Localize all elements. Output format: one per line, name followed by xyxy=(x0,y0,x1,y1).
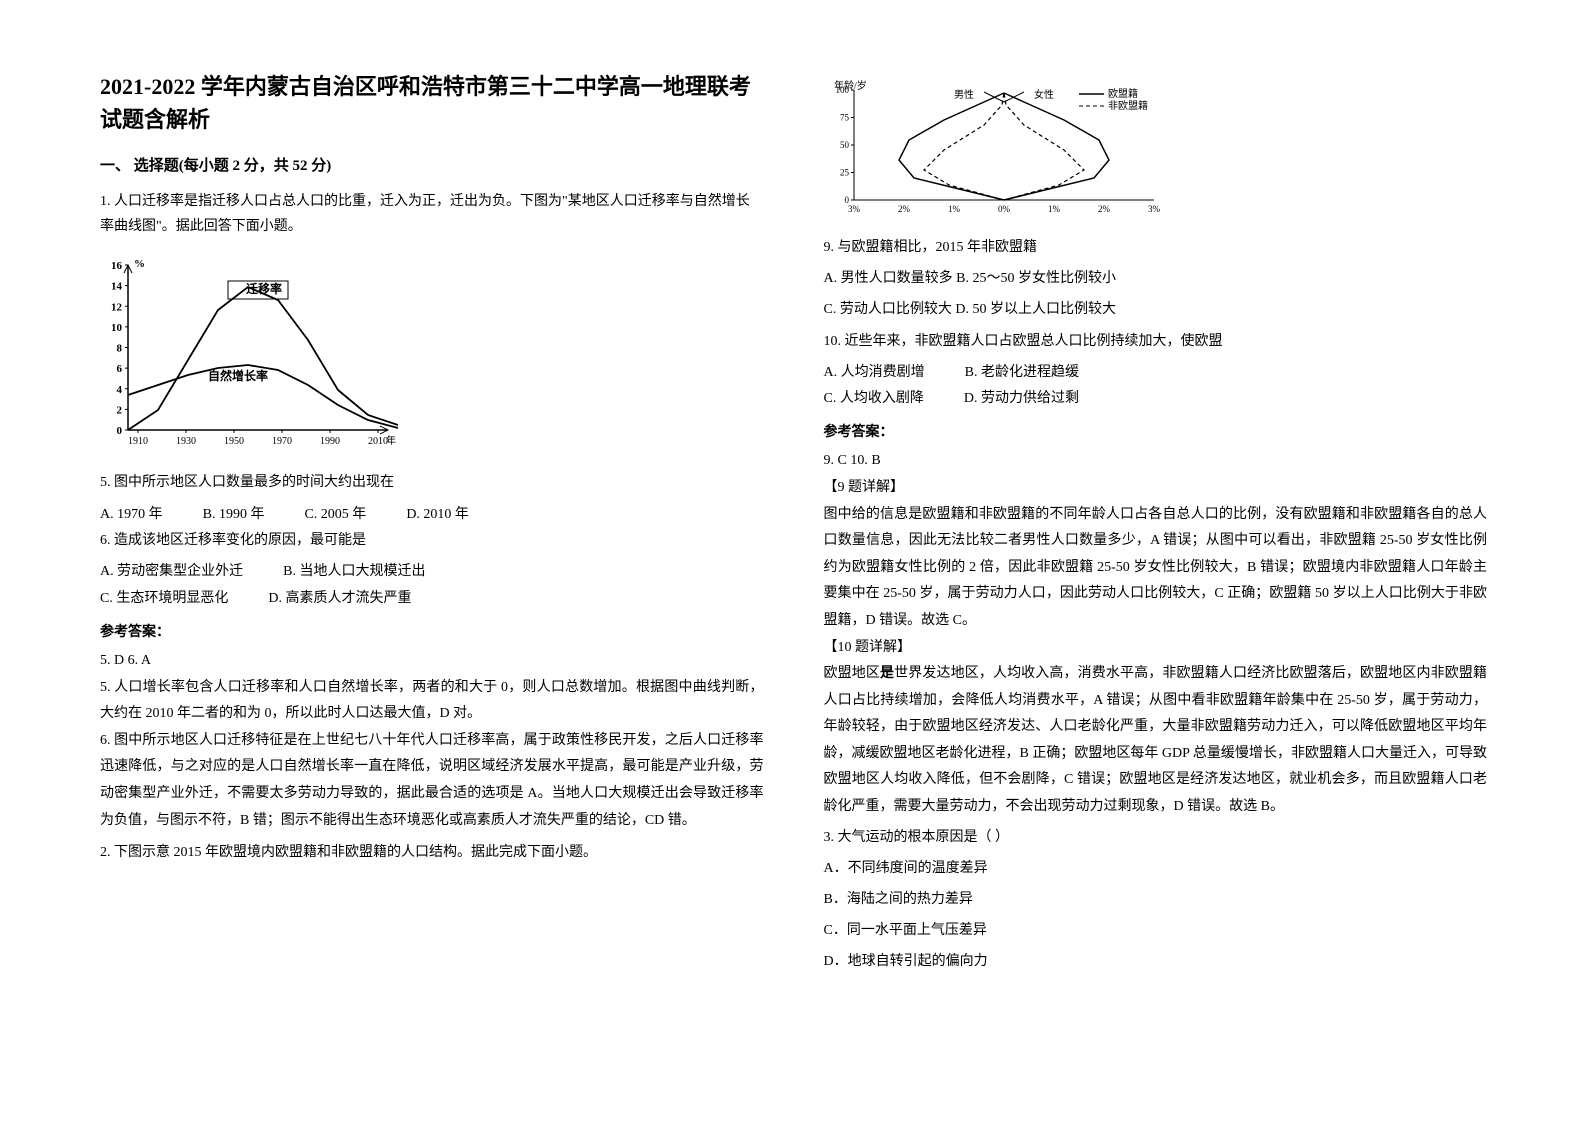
exp10-header: 【10 题详解】 xyxy=(824,635,1488,662)
svg-text:2%: 2% xyxy=(898,204,911,214)
svg-text:年: 年 xyxy=(386,434,396,447)
section-header: 一、 选择题(每小题 2 分，共 52 分) xyxy=(100,154,764,175)
q3-opt-b: B．海陆之间的热力差异 xyxy=(824,887,1488,912)
svg-text:2010: 2010 xyxy=(368,436,388,447)
svg-text:自然增长率: 自然增长率 xyxy=(208,368,268,383)
svg-text:1970: 1970 xyxy=(272,436,292,447)
q6-stem: 6. 造成该地区迁移率变化的原因，最可能是 xyxy=(100,528,764,553)
q5-opt-a: A. 1970 年 xyxy=(100,502,163,529)
svg-text:女性: 女性 xyxy=(1034,88,1054,101)
answer-label-1: 参考答案： xyxy=(100,621,764,641)
svg-text:1%: 1% xyxy=(948,204,961,214)
svg-text:4: 4 xyxy=(117,384,123,396)
answer-56: 5. D 6. A xyxy=(100,647,764,675)
svg-text:16: 16 xyxy=(111,260,123,272)
q10-opt-b: B. 老龄化进程趋缓 xyxy=(965,360,1079,387)
q3-stem: 3. 大气运动的根本原因是（ ） xyxy=(824,825,1488,850)
svg-text:1%: 1% xyxy=(1048,204,1061,214)
svg-text:欧盟籍: 欧盟籍 xyxy=(1108,87,1138,100)
exp10-bold: 是 xyxy=(880,666,894,681)
svg-text:1990: 1990 xyxy=(320,436,340,447)
q5-opt-c: C. 2005 年 xyxy=(304,502,366,529)
svg-text:非欧盟籍: 非欧盟籍 xyxy=(1108,99,1148,112)
q5-stem: 5. 图中所示地区人口数量最多的时间大约出现在 xyxy=(100,470,764,495)
svg-text:1950: 1950 xyxy=(224,436,244,447)
svg-text:迁移率: 迁移率 xyxy=(246,281,282,296)
q5-options: A. 1970 年 B. 1990 年 C. 2005 年 D. 2010 年 xyxy=(100,502,764,529)
answer-label-2: 参考答案： xyxy=(824,421,1488,441)
svg-text:1910: 1910 xyxy=(128,436,148,447)
svg-text:14: 14 xyxy=(111,281,123,293)
svg-text:3%: 3% xyxy=(848,204,861,214)
q10-options-row1: A. 人均消费剧增 B. 老龄化进程趋缓 xyxy=(824,360,1488,387)
svg-text:2%: 2% xyxy=(1098,204,1111,214)
q9-options-row2: C. 劳动人口比例较大 D. 50 岁以上人口比例较大 xyxy=(824,297,1488,322)
svg-text:50: 50 xyxy=(840,140,850,150)
svg-text:年龄/岁: 年龄/岁 xyxy=(834,80,867,92)
migration-chart: 0 2 4 6 8 10 12 14 16% 1910 1930 1950 1970 1990 2010年 迁… xyxy=(100,255,764,460)
q10-stem: 10. 近些年来，非欧盟籍人口占欧盟总人口比例持续加大，使欧盟 xyxy=(824,329,1488,354)
q9-stem: 9. 与欧盟籍相比，2015 年非欧盟籍 xyxy=(824,235,1488,260)
svg-text:3%: 3% xyxy=(1148,204,1161,214)
q10-opt-a: A. 人均消费剧增 xyxy=(824,360,925,387)
q10-options-row2: C. 人均收入剧降 D. 劳动力供给过剩 xyxy=(824,386,1488,413)
q6-opt-b: B. 当地人口大规模迁出 xyxy=(283,559,425,586)
eu-population-chart-svg: 0255075100年龄/岁3%2%1%0%1%2%3%男性女性欧盟籍非欧盟籍 xyxy=(824,80,1164,220)
svg-text:25: 25 xyxy=(840,168,850,178)
document-title: 2021-2022 学年内蒙古自治区呼和浩特市第三十二中学高一地理联考试题含解析 xyxy=(100,70,764,136)
q6-options-row1: A. 劳动密集型企业外迁 B. 当地人口大规模迁出 xyxy=(100,559,764,586)
left-column: 2021-2022 学年内蒙古自治区呼和浩特市第三十二中学高一地理联考试题含解析… xyxy=(100,70,764,1082)
q3-opt-d: D．地球自转引起的偏向力 xyxy=(824,949,1488,974)
explanation-10: 欧盟地区是世界发达地区，人均收入高，消费水平高，非欧盟籍人口经济比欧盟落后，欧盟… xyxy=(824,661,1488,821)
q2-intro: 2. 下图示意 2015 年欧盟境内欧盟籍和非欧盟籍的人口结构。据此完成下面小题… xyxy=(100,840,764,865)
q9-options-row1: A. 男性人口数量较多 B. 25～50 岁女性比例较小 xyxy=(824,266,1488,291)
svg-text:0%: 0% xyxy=(998,204,1011,214)
explanation-6: 6. 图中所示地区人口迁移特征是在上世纪七八十年代人口迁移率高，属于政策性移民开… xyxy=(100,728,764,834)
q5-opt-b: B. 1990 年 xyxy=(203,502,265,529)
svg-text:男性: 男性 xyxy=(954,88,974,101)
svg-text:1930: 1930 xyxy=(176,436,196,447)
explanation-5: 5. 人口增长率包含人口迁移率和人口自然增长率，两者的和大于 0，则人口总数增加… xyxy=(100,675,764,728)
svg-text:0: 0 xyxy=(117,425,123,437)
svg-text:75: 75 xyxy=(840,113,850,123)
svg-text:%: % xyxy=(134,258,145,270)
svg-text:8: 8 xyxy=(117,343,123,355)
q6-options-row2: C. 生态环境明显恶化 D. 高素质人才流失严重 xyxy=(100,586,764,613)
explanation-9: 图中给的信息是欧盟籍和非欧盟籍的不同年龄人口占各自总人口的比例，没有欧盟籍和非欧… xyxy=(824,502,1488,635)
answer-910: 9. C 10. B xyxy=(824,447,1488,475)
q3-opt-a: A．不同纬度间的温度差异 xyxy=(824,856,1488,881)
svg-text:12: 12 xyxy=(111,302,123,314)
exp9-header: 【9 题详解】 xyxy=(824,475,1488,502)
svg-text:2: 2 xyxy=(117,405,123,417)
q3-opt-c: C．同一水平面上气压差异 xyxy=(824,918,1488,943)
svg-text:6: 6 xyxy=(117,364,123,376)
q10-opt-d: D. 劳动力供给过剩 xyxy=(964,386,1079,413)
right-column: 0255075100年龄/岁3%2%1%0%1%2%3%男性女性欧盟籍非欧盟籍 … xyxy=(824,70,1488,1082)
svg-text:10: 10 xyxy=(111,322,123,334)
q6-opt-c: C. 生态环境明显恶化 xyxy=(100,586,228,613)
eu-population-chart: 0255075100年龄/岁3%2%1%0%1%2%3%男性女性欧盟籍非欧盟籍 xyxy=(824,80,1488,225)
exp10-prefix: 欧盟地区 xyxy=(824,666,880,681)
exp10-suffix: 世界发达地区，人均收入高，消费水平高，非欧盟籍人口经济比欧盟落后，欧盟地区内非欧… xyxy=(824,666,1488,814)
q1-intro: 1. 人口迁移率是指迁移人口占总人口的比重，迁入为正，迁出为负。下图为"某地区人… xyxy=(100,189,764,239)
q6-opt-a: A. 劳动密集型企业外迁 xyxy=(100,559,243,586)
q5-opt-d: D. 2010 年 xyxy=(406,502,469,529)
migration-chart-svg: 0 2 4 6 8 10 12 14 16% 1910 1930 1950 1970 1990 2010年 迁… xyxy=(100,255,400,455)
q10-opt-c: C. 人均收入剧降 xyxy=(824,386,924,413)
q6-opt-d: D. 高素质人才流失严重 xyxy=(268,586,411,613)
